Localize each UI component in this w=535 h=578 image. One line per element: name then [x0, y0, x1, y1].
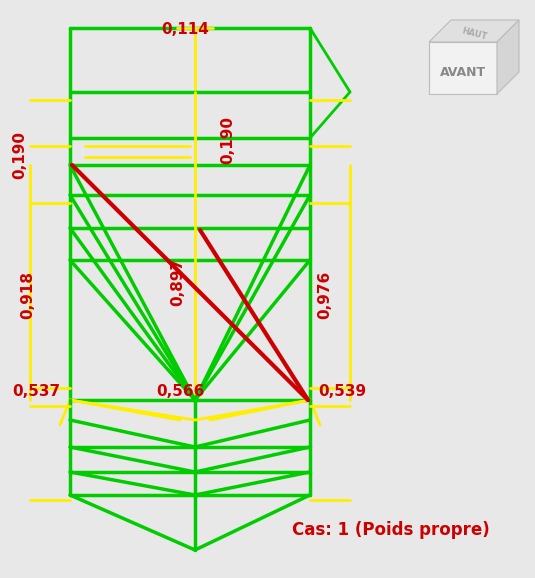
- Text: AVANT: AVANT: [440, 66, 486, 80]
- Text: 0,566: 0,566: [156, 384, 204, 399]
- Text: 0,918: 0,918: [20, 271, 35, 319]
- Text: 0,190: 0,190: [12, 131, 27, 179]
- Text: 0,114: 0,114: [161, 22, 209, 37]
- Polygon shape: [497, 20, 519, 94]
- Text: Cas: 1 (Poids propre): Cas: 1 (Poids propre): [292, 521, 490, 539]
- Polygon shape: [429, 42, 497, 94]
- Text: 0,539: 0,539: [318, 384, 366, 399]
- Text: 0,537: 0,537: [12, 384, 60, 399]
- Text: 0,976: 0,976: [317, 271, 332, 319]
- Text: HAUT: HAUT: [461, 27, 487, 42]
- Text: 0,897: 0,897: [171, 258, 186, 306]
- Text: 0,190: 0,190: [220, 116, 235, 164]
- Polygon shape: [429, 20, 519, 42]
